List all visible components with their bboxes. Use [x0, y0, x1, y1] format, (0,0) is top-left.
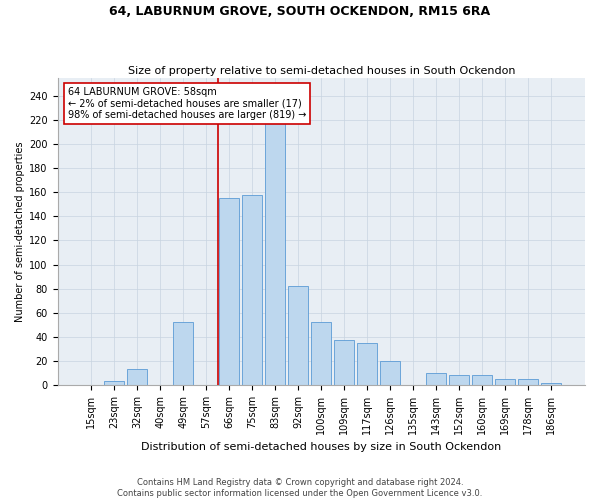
- Bar: [472, 376, 492, 385]
- Bar: [541, 382, 561, 385]
- Bar: [496, 379, 515, 385]
- Bar: [220, 198, 239, 385]
- Y-axis label: Number of semi-detached properties: Number of semi-detached properties: [15, 141, 25, 322]
- Bar: [380, 361, 400, 385]
- Text: Contains HM Land Registry data © Crown copyright and database right 2024.
Contai: Contains HM Land Registry data © Crown c…: [118, 478, 482, 498]
- Bar: [173, 322, 193, 385]
- Bar: [334, 340, 354, 385]
- Bar: [104, 382, 124, 385]
- Text: 64, LABURNUM GROVE, SOUTH OCKENDON, RM15 6RA: 64, LABURNUM GROVE, SOUTH OCKENDON, RM15…: [109, 5, 491, 18]
- Bar: [242, 194, 262, 385]
- Bar: [311, 322, 331, 385]
- Bar: [127, 370, 147, 385]
- Bar: [427, 373, 446, 385]
- Text: 64 LABURNUM GROVE: 58sqm
← 2% of semi-detached houses are smaller (17)
98% of se: 64 LABURNUM GROVE: 58sqm ← 2% of semi-de…: [68, 87, 307, 120]
- Bar: [265, 96, 285, 385]
- X-axis label: Distribution of semi-detached houses by size in South Ockendon: Distribution of semi-detached houses by …: [141, 442, 502, 452]
- Title: Size of property relative to semi-detached houses in South Ockendon: Size of property relative to semi-detach…: [128, 66, 515, 76]
- Bar: [518, 379, 538, 385]
- Bar: [289, 286, 308, 385]
- Bar: [449, 376, 469, 385]
- Bar: [358, 343, 377, 385]
